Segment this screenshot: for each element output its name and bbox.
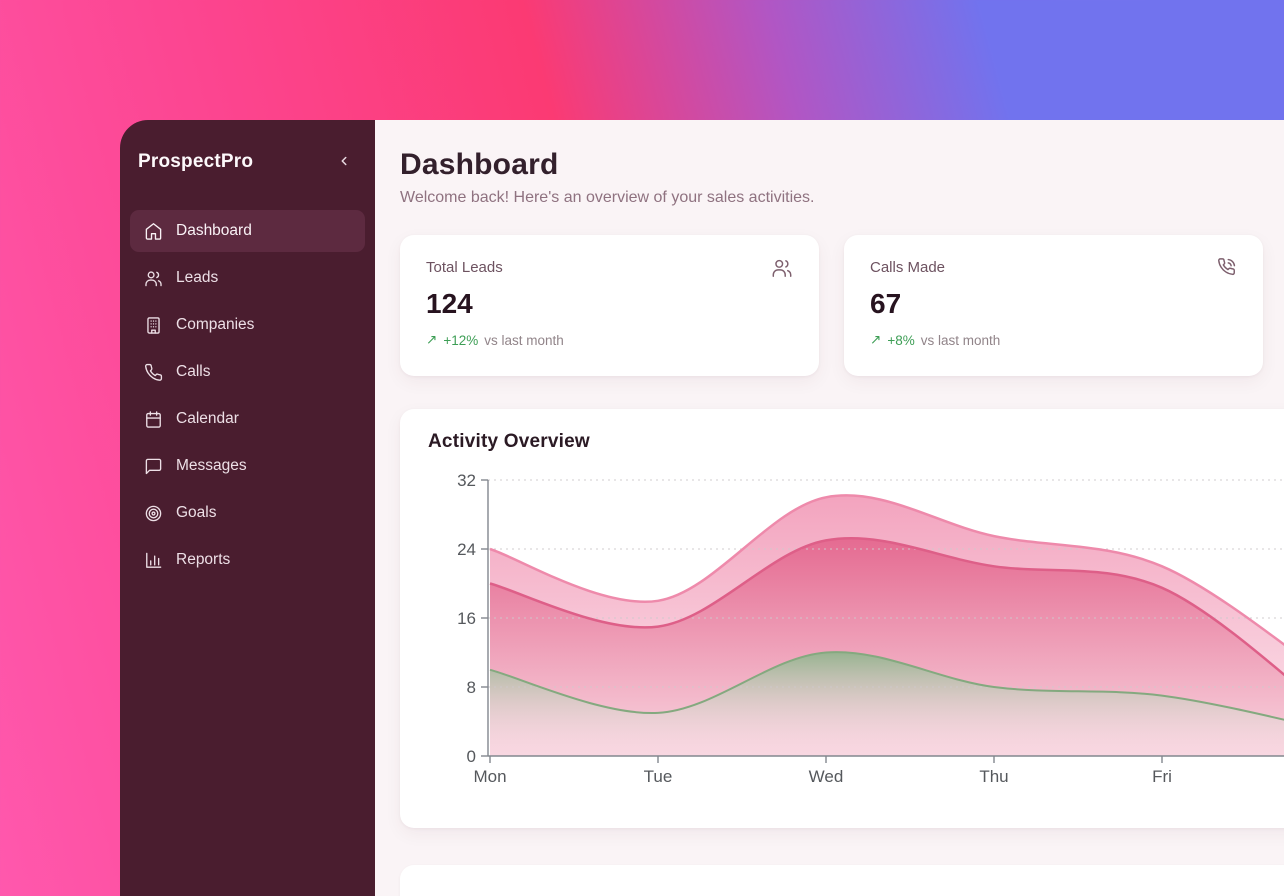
- sidebar-item-companies[interactable]: Companies: [130, 304, 365, 346]
- phone-icon: [144, 363, 163, 382]
- sidebar-item-goals[interactable]: Goals: [130, 492, 365, 534]
- stat-trend-percent: +8%: [887, 332, 915, 348]
- main-content: Dashboard Welcome back! Here's an overvi…: [375, 120, 1284, 896]
- sidebar-item-label: Messages: [176, 457, 247, 474]
- sidebar-item-label: Goals: [176, 504, 217, 521]
- svg-text:24: 24: [457, 540, 476, 559]
- sidebar-header: ProspectPro: [130, 142, 365, 182]
- svg-text:Tue: Tue: [644, 767, 673, 786]
- sidebar-item-label: Calendar: [176, 410, 239, 427]
- middle-rose-area-line: [489, 536, 1284, 677]
- trend-up-icon: ↗: [870, 332, 882, 347]
- bar-chart-icon: [144, 551, 163, 570]
- svg-text:16: 16: [457, 609, 476, 628]
- bottom-green-area: [490, 652, 1284, 756]
- users-icon: [771, 257, 793, 279]
- stats-grid: Total Leads 124 ↗ +12% vs last month Cal…: [400, 235, 1284, 376]
- partial-bottom-card: [400, 865, 1284, 896]
- building-icon: [144, 316, 163, 335]
- page-subtitle: Welcome back! Here's an overview of your…: [400, 189, 815, 206]
- activity-chart-svg: 08162432MonTueWedThuFriSat: [457, 471, 1284, 786]
- svg-text:Wed: Wed: [809, 767, 844, 786]
- svg-text:32: 32: [457, 471, 476, 490]
- sidebar-item-label: Calls: [176, 363, 211, 380]
- svg-text:8: 8: [467, 678, 476, 697]
- app-window: ProspectPro Dashboard Leads Companies Calls…: [120, 120, 1284, 896]
- stat-card-total-leads: Total Leads 124 ↗ +12% vs last month: [400, 235, 819, 376]
- users-icon: [144, 269, 163, 288]
- phone-call-icon: [1215, 257, 1237, 279]
- sidebar-item-dashboard[interactable]: Dashboard: [130, 210, 365, 252]
- stat-label: Calls Made: [870, 259, 946, 276]
- stat-value: 67: [870, 288, 902, 319]
- sidebar-item-calls[interactable]: Calls: [130, 351, 365, 393]
- chart-title: Activity Overview: [428, 431, 590, 452]
- target-icon: [144, 504, 163, 523]
- sidebar-item-leads[interactable]: Leads: [130, 257, 365, 299]
- trend-up-icon: ↗: [426, 332, 438, 347]
- sidebar-item-messages[interactable]: Messages: [130, 445, 365, 487]
- home-icon: [144, 222, 163, 241]
- sidebar-item-label: Dashboard: [176, 222, 252, 239]
- sidebar-item-label: Leads: [176, 269, 219, 286]
- activity-chart: 08162432MonTueWedThuFriSat: [428, 467, 1284, 804]
- stat-trend-note: vs last month: [484, 332, 564, 348]
- svg-text:Thu: Thu: [979, 767, 1008, 786]
- svg-text:0: 0: [467, 747, 476, 766]
- sidebar-nav: Dashboard Leads Companies Calls Calendar Mess…: [130, 210, 365, 581]
- sidebar-item-reports[interactable]: Reports: [130, 539, 365, 581]
- stat-card-calls-made: Calls Made 67 ↗ +8% vs last month: [844, 235, 1263, 376]
- sidebar-item-calendar[interactable]: Calendar: [130, 398, 365, 440]
- sidebar-item-label: Reports: [176, 551, 231, 568]
- chevron-left-icon: [337, 154, 351, 171]
- app-logo: ProspectPro: [138, 151, 254, 172]
- calendar-icon: [144, 410, 163, 429]
- sidebar-collapse-button[interactable]: [331, 149, 357, 175]
- stat-label: Total Leads: [426, 259, 503, 276]
- activity-overview-card: Activity Overview 0 8 16 24 32 Mon Tue Wed Thu Fr…: [400, 409, 1284, 828]
- message-square-icon: [144, 457, 163, 476]
- sidebar: ProspectPro Dashboard Leads Companies Calls…: [120, 120, 375, 896]
- svg-text:Mon: Mon: [473, 767, 506, 786]
- stat-trend-note: vs last month: [920, 332, 1001, 348]
- stat-value: 124: [426, 288, 473, 319]
- sidebar-item-label: Companies: [176, 316, 255, 333]
- stat-trend-percent: +12%: [443, 332, 479, 348]
- page-title: Dashboard: [400, 148, 559, 181]
- outer-light-pink-area-line: [489, 494, 1284, 647]
- bottom-green-area-line: [489, 651, 1284, 721]
- svg-text:Fri: Fri: [1152, 767, 1172, 786]
